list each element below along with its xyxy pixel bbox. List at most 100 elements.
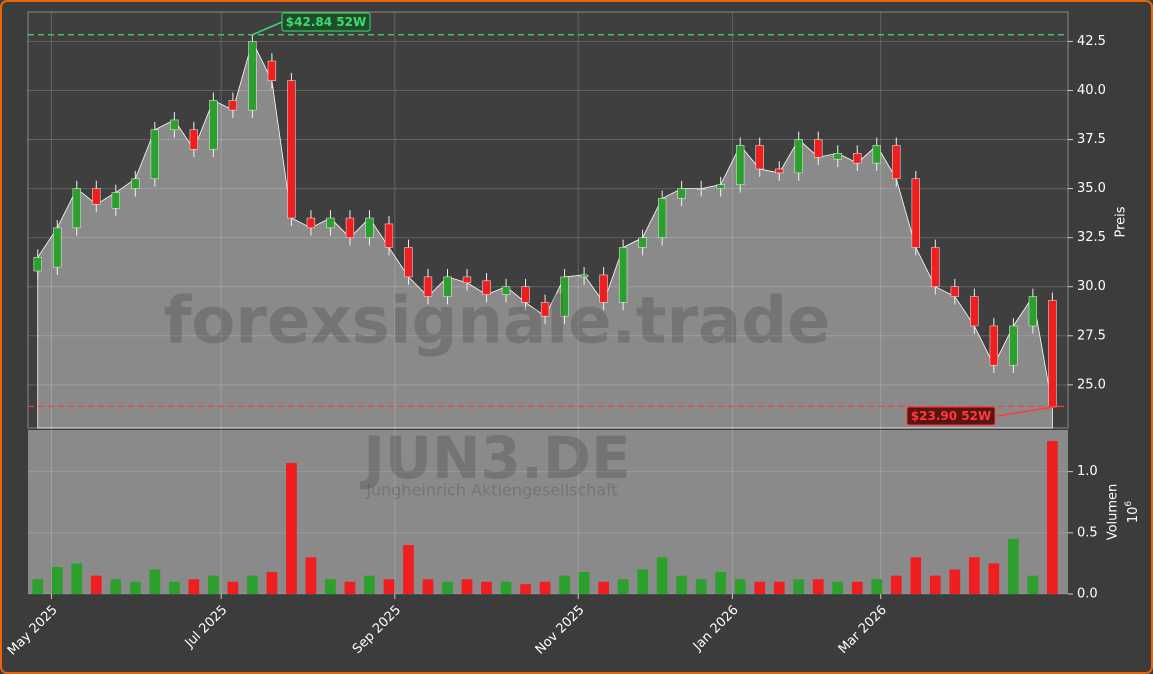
volume-bar <box>637 569 648 594</box>
candle-body <box>423 276 433 297</box>
volume-bar <box>520 584 531 594</box>
ticker-watermark: JUN3.DE <box>359 424 630 492</box>
candle-body <box>736 145 745 185</box>
annotation-box <box>906 406 996 426</box>
volume-bar <box>208 575 219 594</box>
candle-body <box>892 145 901 180</box>
candle-body <box>814 139 823 158</box>
volume-bar <box>286 463 297 594</box>
annotation-box <box>281 12 371 32</box>
candle-body <box>287 80 296 219</box>
y-tick-label: 0.0 <box>1077 587 1098 602</box>
volume-bar <box>71 563 83 594</box>
scale-base: 10 <box>1126 507 1141 524</box>
volume-bar <box>51 567 63 594</box>
volume-axis-label: Volumen <box>1106 484 1121 541</box>
candle-body <box>579 274 589 278</box>
candle-body <box>365 217 374 238</box>
volume-bar <box>149 569 161 594</box>
candle-body <box>53 227 62 268</box>
candle-body <box>267 60 277 81</box>
candle-body <box>150 129 159 180</box>
candle-body <box>189 129 199 150</box>
volume-bar <box>988 563 1000 594</box>
candle-body <box>482 280 491 295</box>
candle-body <box>521 286 530 303</box>
volume-bar <box>559 575 570 594</box>
candle-body <box>970 296 979 327</box>
candle-body <box>170 119 179 130</box>
candle-body <box>92 188 101 205</box>
candle-body <box>443 276 452 297</box>
candle-body <box>560 276 569 317</box>
candle-body <box>345 217 355 238</box>
candle-body <box>599 274 608 303</box>
candle-body <box>462 276 472 284</box>
candle-body <box>1028 296 1038 327</box>
candle-body <box>638 237 647 248</box>
candle-body <box>306 217 316 229</box>
volume-bar <box>851 581 863 594</box>
candle-body <box>111 192 120 209</box>
volume-bar <box>598 581 609 594</box>
watermark: forexsignale.trade <box>164 285 831 359</box>
candle-body <box>677 188 686 199</box>
volume-bar <box>929 575 941 594</box>
y-tick-label: 1.0 <box>1077 464 1098 479</box>
candle-body <box>872 145 881 164</box>
candle-body <box>72 188 81 229</box>
y-axis-label: Preis <box>1114 206 1129 237</box>
volume-bar <box>734 579 746 594</box>
candle-body <box>384 223 394 248</box>
volume-bar <box>812 579 824 594</box>
scale-exponent: 6 <box>1124 501 1134 507</box>
candle-body <box>931 247 940 287</box>
volume-bar <box>539 581 551 594</box>
volume-bar <box>968 557 980 594</box>
candle-body <box>794 139 803 174</box>
volume-bar <box>871 579 883 594</box>
candle-body <box>716 184 725 189</box>
volume-bar <box>1008 538 1019 594</box>
volume-panel <box>28 430 1068 594</box>
volume-bar <box>695 579 707 594</box>
volume-bar <box>266 571 278 594</box>
company-watermark: Jungheinrich Aktiengesellschaft <box>365 481 617 500</box>
candle-body <box>540 302 550 317</box>
candle-body <box>989 325 999 366</box>
volume-bar <box>1027 575 1039 594</box>
candle-body <box>657 198 667 238</box>
volume-bar <box>890 575 902 594</box>
volume-bar <box>247 575 258 594</box>
y-tick-label: 0.5 <box>1077 525 1098 540</box>
volume-bar <box>1047 441 1058 594</box>
candle-body <box>1009 325 1018 366</box>
candle-body <box>833 153 842 160</box>
candle-body <box>33 257 42 272</box>
y-tick-label: 40.0 <box>1077 83 1106 98</box>
volume-scale: 106 <box>1124 501 1141 524</box>
volume-bar <box>168 581 180 594</box>
volume-bar <box>715 571 727 594</box>
volume-bar <box>793 579 805 594</box>
volume-bar <box>305 557 317 594</box>
candle-body <box>950 286 959 297</box>
annotation-arrow <box>996 405 1059 417</box>
volume-bar <box>578 571 590 594</box>
volume-bar <box>227 581 239 594</box>
volume-bar <box>110 579 122 594</box>
volume-bar <box>325 579 336 594</box>
volume-bar <box>32 579 44 594</box>
y-tick-label: 35.0 <box>1077 181 1106 196</box>
volume-bar <box>344 581 356 594</box>
volume-bar <box>422 579 434 594</box>
annotation-label: $23.90 52W <box>911 409 991 423</box>
volume-bar <box>129 581 141 594</box>
y-tick-label: 30.0 <box>1077 279 1106 294</box>
volume-bar <box>461 579 473 594</box>
y-tick-label: 37.5 <box>1077 132 1106 147</box>
candle-body <box>911 178 920 248</box>
annotation-label: $42.84 52W <box>286 15 366 29</box>
volume-bar <box>90 575 102 594</box>
candle-body <box>404 247 413 278</box>
